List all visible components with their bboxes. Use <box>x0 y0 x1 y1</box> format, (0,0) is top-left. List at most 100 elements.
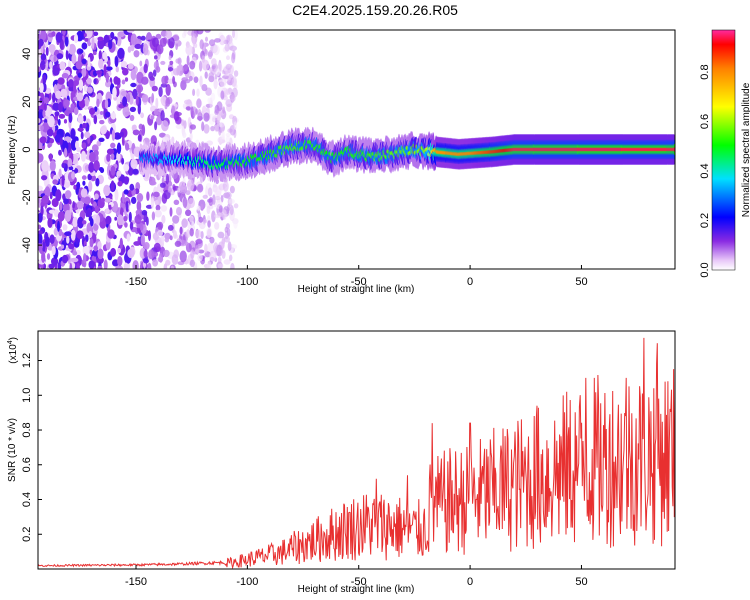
spectrogram-noise-cell <box>139 222 144 231</box>
spectrogram-noise-cell <box>155 204 161 211</box>
spectrogram-noise-cell <box>60 88 68 98</box>
spectrogram-noise-cell <box>105 72 110 83</box>
spectrogram-noise-cell <box>38 118 41 124</box>
spectrogram-noise-cell <box>124 111 131 116</box>
spectrogram-noise-cell <box>41 251 46 263</box>
spectrogram-noise-cell <box>230 94 236 102</box>
colorbar-tick-label: 0.0 <box>699 262 711 277</box>
spectrogram-noise-cell <box>77 72 82 78</box>
spectrogram-noise-cell <box>64 231 72 236</box>
spectrogram-noise-cell <box>65 49 69 60</box>
spectrogram-noise-cell <box>164 237 169 243</box>
spectrogram-noise-cell <box>168 37 175 49</box>
spectrogram-noise-cell <box>89 238 94 248</box>
spectrogram-noise-cell <box>105 66 113 71</box>
spectrogram-noise-cell <box>123 262 129 269</box>
spectrogram-noise-cell <box>114 188 119 201</box>
spectrogram-noise-cell <box>64 36 69 47</box>
spectrogram-noise-cell <box>53 55 57 63</box>
spectrogram-noise-cell <box>81 220 87 225</box>
colorbar-gradient <box>711 29 736 271</box>
spectrogram-noise-cell <box>203 124 210 134</box>
colorbar-tick-label: 0.8 <box>699 64 711 79</box>
spectrogram-noise-cell <box>233 121 238 131</box>
spectrogram-noise-cell <box>198 249 205 254</box>
spectrogram-noise-cell <box>225 99 233 108</box>
spectrogram-noise-cell <box>83 84 87 92</box>
spectrogram-noise-cell <box>70 229 76 241</box>
spectrogram-noise-cell <box>87 173 92 181</box>
spectrogram-noise-cell <box>38 212 43 223</box>
spectrogram-noise-cell <box>49 138 55 144</box>
spectrogram-noise-cell <box>58 149 62 156</box>
spectrogram-noise-cell <box>64 190 72 199</box>
spectrogram-noise-cell <box>195 248 200 253</box>
spectrogram-noise-cell <box>165 30 173 39</box>
snr-x-tick-label: -50 <box>351 576 367 588</box>
spectrogram-noise-cell <box>55 32 63 43</box>
spectrogram-noise-cell <box>106 148 115 155</box>
snr-x-label: Height of straight line (km) <box>298 584 415 595</box>
spectrogram-noise-cell <box>49 61 53 69</box>
spectrogram-noise-cell <box>45 46 49 57</box>
spectrogram-x-tick-label: 50 <box>575 276 587 288</box>
spectrogram-noise-cell <box>128 211 132 223</box>
spectrogram-noise-cell <box>99 111 104 115</box>
spectrogram-noise-cell <box>99 119 105 125</box>
spectrogram-noise-cell <box>43 103 47 111</box>
spectrogram-noise-cell <box>129 106 136 112</box>
spectrogram-noise-cell <box>59 61 66 71</box>
spectrogram-noise-cell <box>200 203 204 210</box>
spectrogram-noise-cell <box>105 80 112 88</box>
spectrogram-noise-cell <box>175 124 183 130</box>
spectrogram-noise-cell <box>172 76 176 85</box>
spectrogram-noise-cell <box>169 207 173 217</box>
spectrogram-noise-cell <box>140 35 146 41</box>
spectrogram-noise-cell <box>60 244 65 249</box>
spectrogram-noise-cell <box>88 180 93 192</box>
spectrogram-noise-cell <box>150 197 155 209</box>
spectrogram-noise-cell <box>154 209 162 218</box>
spectrogram-noise-cell <box>71 171 76 180</box>
spectrogram-noise-cell <box>123 215 128 222</box>
spectrogram-noise-cell <box>194 229 202 239</box>
spectrogram-noise-cell <box>165 97 171 107</box>
spectrogram-x-label: Height of straight line (km) <box>298 284 415 295</box>
spectrogram-noise-cell <box>49 160 56 172</box>
spectrogram-noise-cell <box>222 209 227 220</box>
spectrogram-noise-cell <box>83 115 87 122</box>
spectrogram-noise-cell <box>140 112 145 119</box>
spectrogram-noise-cell <box>161 120 169 132</box>
spectrogram-noise-cell <box>192 35 196 47</box>
spectrogram-noise-cell <box>182 131 187 138</box>
spectrogram-noise-cell <box>165 83 171 96</box>
spectrogram-noise-cell <box>151 92 155 103</box>
spectrogram-noise-cell <box>51 257 59 266</box>
spectrogram-noise-cell <box>103 64 107 76</box>
spectrogram-noise-cell <box>126 233 131 242</box>
spectrogram-noise-cell <box>210 92 216 102</box>
spectrogram-noise-cell <box>59 137 63 146</box>
spectrogram-y-tick-label: 0 <box>21 146 33 152</box>
spectrogram-noise-cell <box>225 132 231 138</box>
spectrogram-noise-cell <box>218 136 223 145</box>
spectrogram-noise-cell <box>117 47 125 60</box>
colorbar-tick-label: 0.2 <box>699 213 711 228</box>
spectrogram-noise-cell <box>110 165 116 176</box>
spectrogram-noise-cell <box>93 223 99 232</box>
spectrogram-noise-cell <box>152 69 157 77</box>
spectrogram-noise-cell <box>216 244 223 257</box>
spectrogram-noise-cell <box>121 157 125 165</box>
spectrogram-noise-cell <box>162 249 170 258</box>
spectrogram-noise-cell <box>205 87 212 96</box>
spectrogram-noise-cell <box>70 257 79 263</box>
spectrogram-noise-cell <box>214 109 219 115</box>
spectrogram-noise-cell <box>110 31 115 39</box>
spectrogram-noise-cell <box>105 131 110 140</box>
spectrogram-noise-cell <box>142 43 149 56</box>
spectrogram-noise-cell <box>130 69 137 81</box>
spectrogram-noise-cell <box>204 243 208 254</box>
spectrogram-noise-cell <box>136 193 144 202</box>
spectrogram-noise-cell <box>211 58 217 66</box>
spectrogram-noise-cell <box>91 144 99 152</box>
